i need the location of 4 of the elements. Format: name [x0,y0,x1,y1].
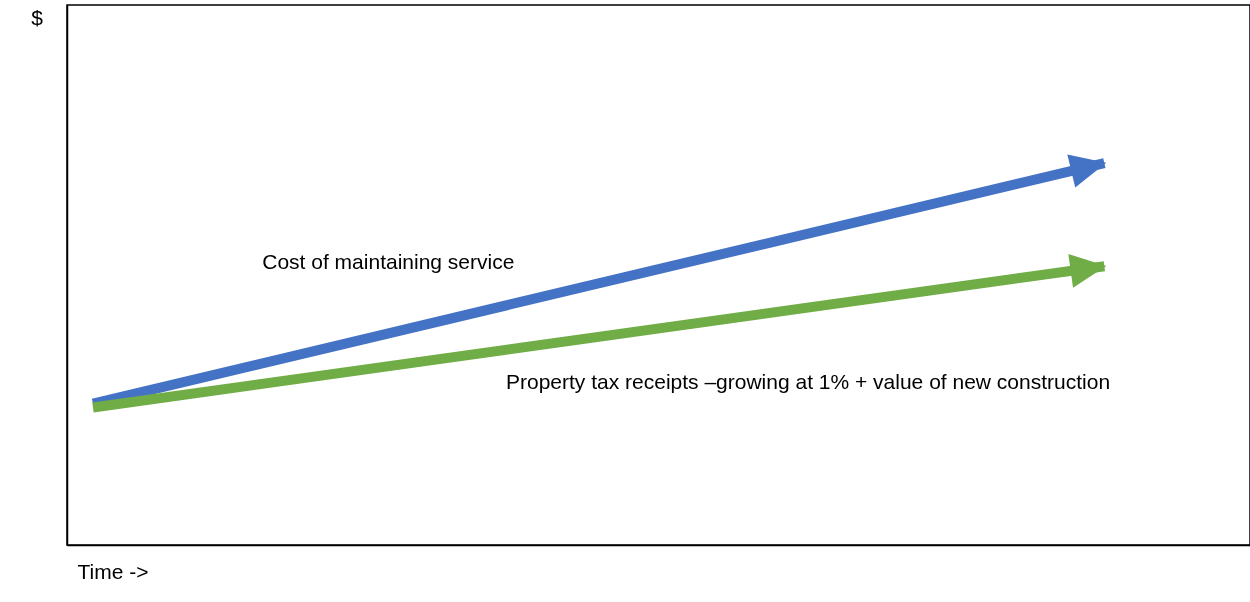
series-label: Property tax receipts –growing at 1% + value of new construction [505,370,1111,394]
series-label: Cost of maintaining service [262,250,515,274]
x-axis-title: Time -> [77,559,149,583]
text: $ [31,6,44,29]
